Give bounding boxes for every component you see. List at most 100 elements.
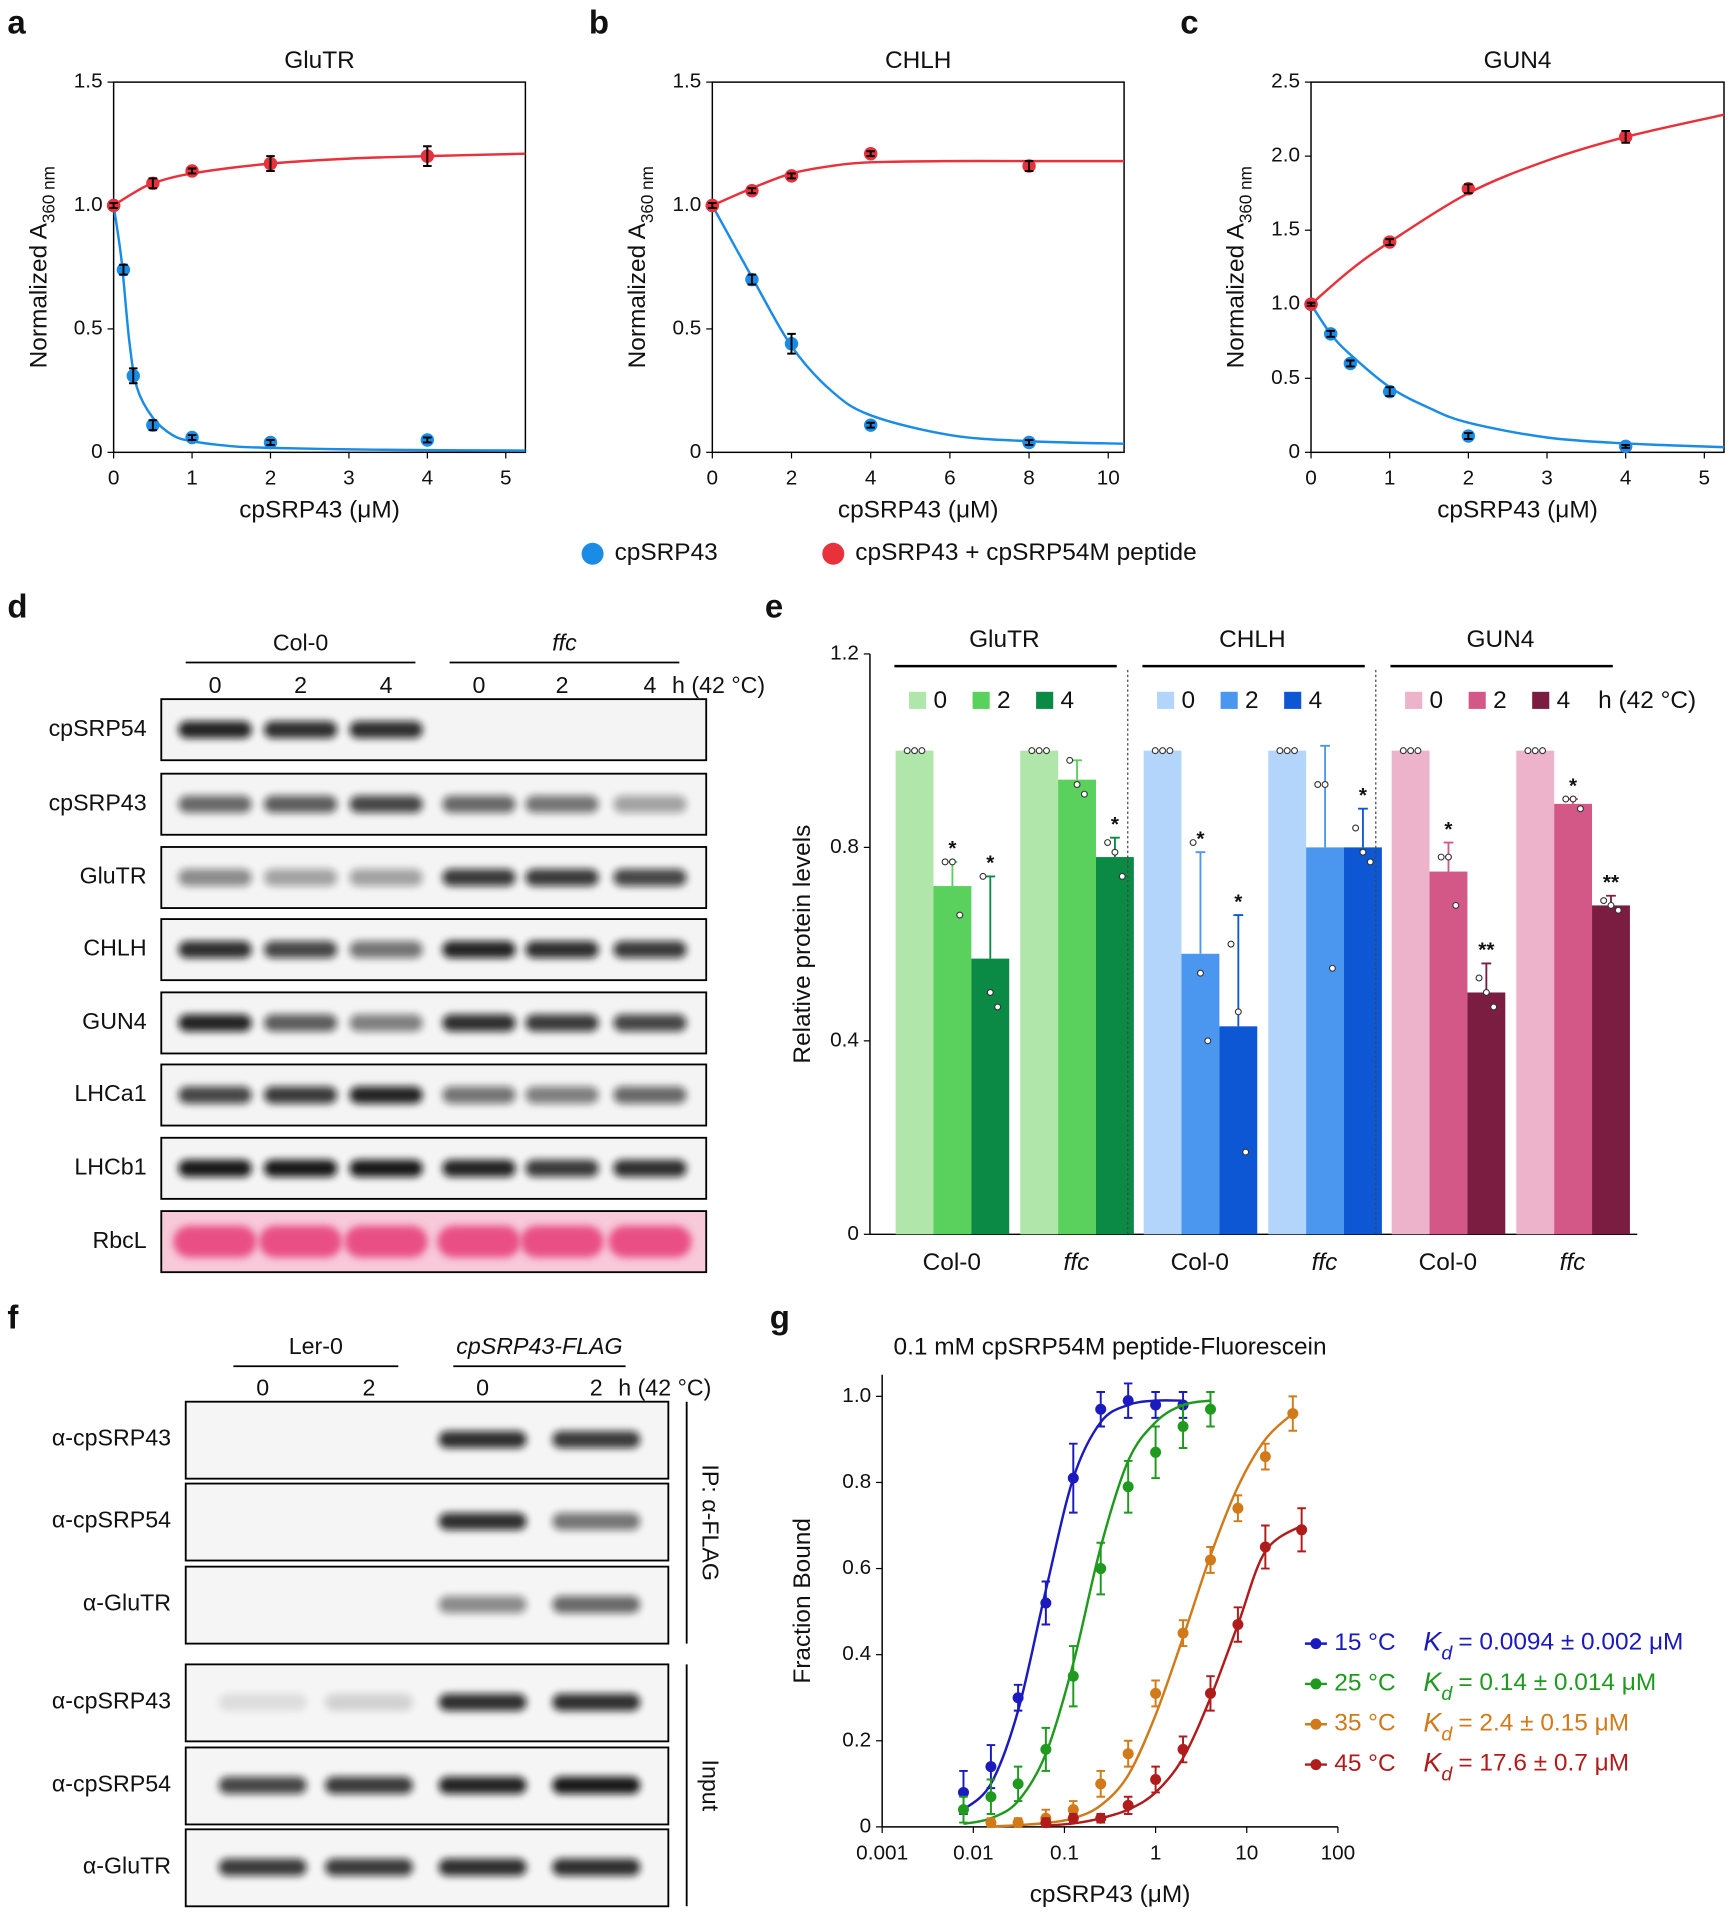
error-bar	[1013, 1683, 1023, 1712]
error-bar	[1621, 130, 1630, 144]
bar	[895, 750, 934, 1235]
legend-swatch	[1284, 691, 1302, 709]
x-tick-label: 4	[1620, 467, 1632, 490]
legend-swatch	[909, 691, 927, 709]
error-bar	[1178, 1735, 1188, 1764]
bar	[1181, 953, 1220, 1235]
lane-label: 4	[644, 672, 657, 698]
bar	[1429, 871, 1468, 1235]
kd-value: = 0.0094 ± 0.002 μM	[1458, 1629, 1683, 1656]
legend-marker	[1310, 1718, 1322, 1730]
replicate-point	[1227, 940, 1235, 948]
y-tick-label: 2.5	[1271, 70, 1300, 93]
significance: *	[1569, 774, 1578, 797]
significance: *	[948, 837, 957, 860]
blot-band	[520, 1225, 604, 1258]
y-tick-label: 0.8	[830, 835, 859, 858]
legend-label: 4	[1309, 687, 1323, 714]
blot-band	[349, 941, 423, 959]
blot-band	[325, 1693, 413, 1711]
replicate-point	[979, 872, 987, 880]
legend-label: cpSRP43	[615, 539, 718, 566]
fit-curve	[1045, 1524, 1303, 1827]
error-bar	[1320, 744, 1330, 848]
y-tick-label: 1.0	[672, 193, 701, 216]
blot-band	[552, 1512, 641, 1530]
x-category-label: ffc	[1312, 1249, 1338, 1276]
blot-band	[438, 1776, 527, 1794]
error-bar	[1178, 1403, 1188, 1449]
error-bar	[1151, 1679, 1160, 1708]
y-tick-label: 1.5	[74, 70, 103, 93]
bar	[1554, 803, 1593, 1235]
error-bar	[1069, 1645, 1078, 1708]
significance: **	[1478, 939, 1495, 962]
blot-band	[613, 795, 687, 813]
error-bar	[1195, 851, 1206, 954]
x-tick-label: 1	[1150, 1841, 1162, 1864]
lane-label: 2	[590, 1375, 603, 1401]
error-bar	[1233, 914, 1244, 1027]
error-bar	[708, 202, 717, 209]
panel-label: c	[1180, 3, 1198, 40]
error-bar	[1096, 1541, 1106, 1596]
plot-frame	[711, 81, 1125, 454]
replicate-point	[1482, 988, 1490, 996]
error-bar	[1261, 1524, 1270, 1570]
group-title: GUN4	[1466, 626, 1534, 653]
blot-row-label: α-cpSRP43	[52, 1687, 171, 1713]
blot-band	[263, 1159, 338, 1177]
x-category-label: Col-0	[1171, 1249, 1229, 1276]
error-bar	[266, 439, 275, 446]
legend-label: 4	[1557, 687, 1571, 714]
kd-value: = 2.4 ± 0.15 μM	[1458, 1710, 1629, 1737]
blot-band	[344, 1225, 428, 1258]
y-axis-label-main: Relative protein levels	[789, 825, 816, 1064]
blot-band	[173, 1225, 257, 1258]
legend-swatch	[1405, 691, 1423, 709]
error-bar	[986, 1778, 996, 1815]
error-bar	[1326, 329, 1335, 338]
y-tick-label: 1.0	[74, 193, 103, 216]
legend-label: 45 °C	[1334, 1750, 1395, 1777]
lane-label: 0	[476, 1375, 489, 1401]
error-bar	[1024, 439, 1034, 446]
blot-band	[442, 795, 516, 813]
blot-band	[608, 1225, 692, 1258]
replicate-point	[1475, 974, 1483, 982]
blot-band	[525, 1014, 599, 1032]
error-bar	[959, 1795, 968, 1824]
panel-label: e	[765, 587, 783, 624]
legend-label: 2	[1245, 687, 1259, 714]
x-tick-label: 0	[707, 467, 719, 490]
x-tick-label: 4	[865, 467, 877, 490]
blot-row-label: α-cpSRP54	[52, 1507, 171, 1533]
panel-label: b	[589, 3, 609, 40]
x-axis-label: cpSRP43 (μM)	[1437, 496, 1598, 523]
blot-band	[349, 721, 423, 739]
legend-marker	[1310, 1638, 1322, 1650]
error-bar	[423, 436, 432, 444]
blot-group-label: cpSRP43-FLAG	[456, 1333, 622, 1359]
blot-band	[178, 1159, 252, 1177]
panel-label: a	[7, 3, 26, 40]
y-tick-label: 1.2	[830, 641, 859, 664]
blot-band	[613, 868, 687, 887]
error-bar	[266, 155, 275, 172]
error-bar	[1123, 1382, 1133, 1419]
replicate-point	[1242, 1148, 1250, 1156]
legend-marker	[581, 542, 604, 565]
replicate-point	[1444, 853, 1452, 861]
error-bar	[1464, 183, 1473, 195]
blot-band	[552, 1858, 641, 1876]
y-axis-label-main: Normalized A	[1223, 222, 1250, 368]
y-tick-label: 1.5	[672, 70, 701, 93]
error-bar	[1024, 160, 1034, 172]
x-tick-label: 8	[1023, 467, 1035, 490]
kd-symbol: K	[1423, 1707, 1442, 1737]
kd-value: = 17.6 ± 0.7 μM	[1458, 1750, 1629, 1777]
replicate-point	[903, 747, 911, 755]
plot-frame	[112, 81, 527, 454]
lane-label: 4	[380, 672, 393, 698]
y-tick-label: 0.4	[842, 1642, 871, 1665]
